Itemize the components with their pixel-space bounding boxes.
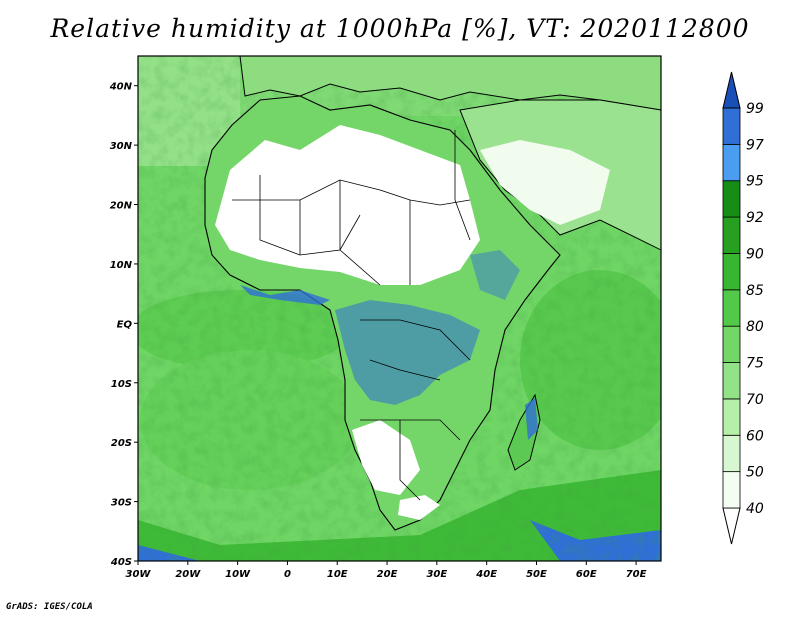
colorbar-label: 80: [746, 319, 764, 335]
colorbar-high-triangle: [722, 71, 741, 109]
colorbar-segment: [722, 471, 741, 509]
colorbar-segment: [722, 107, 741, 145]
colorbar-segment: [722, 434, 741, 473]
map-plot-area: [138, 56, 661, 561]
colorbar-segment: [722, 216, 741, 254]
x-tick-label: 30E: [426, 569, 447, 580]
y-tick-label: 40N: [109, 82, 133, 93]
border-line: [454, 130, 471, 241]
x-tick-label: 40E: [475, 569, 497, 580]
saturated-regions: [240, 250, 538, 440]
credit-label: GrADS: IGES/COLA: [6, 602, 93, 612]
map-frame: [137, 55, 662, 562]
colorbar-label: 40: [746, 501, 764, 517]
y-tick-label: 10S: [111, 379, 132, 390]
x-tick-label: 50E: [526, 569, 547, 580]
colorbar-label: 60: [746, 428, 764, 444]
east-africa-highlands-saturated: [470, 250, 520, 300]
colorbar-label: 95: [746, 174, 764, 190]
colorbar-segment: [722, 362, 741, 400]
x-tick-label: 70E: [626, 569, 647, 580]
colorbar-label: 97: [746, 137, 764, 153]
border-line: [360, 419, 461, 441]
x-tick-label: 60E: [576, 569, 597, 580]
colorbar-segment: [722, 325, 741, 363]
madagascar-saturated: [525, 398, 538, 440]
colorbar-label: 90: [746, 246, 764, 262]
y-tick-label: EQ: [117, 319, 133, 330]
colorbar-segment: [722, 289, 741, 327]
gulf-of-guinea-saturated: [240, 285, 330, 305]
border-line: [399, 420, 421, 501]
axis-ticks: 30W 20W 10W 0 10E 20E 30E 40E 50E 60E 70E 40N 30N 20N…: [109, 82, 647, 580]
border-line: [360, 319, 471, 361]
colorbar: 40 50 60 70 75 80 85 90 92 95 97 99: [722, 71, 764, 545]
colorbar-segment: [722, 143, 741, 182]
kalahari-dry-region: [352, 420, 420, 495]
map-title: Relative humidity at 1000hPa [%], VT: 20…: [50, 14, 750, 43]
colorbar-segment: [722, 253, 741, 291]
y-tick-label: 20N: [110, 201, 133, 212]
border-line: [369, 359, 441, 381]
sahara-dry-region: [215, 125, 480, 285]
country-borders: [232, 130, 471, 501]
colorbar-segment: [722, 180, 741, 218]
colorbar-label: 92: [746, 210, 764, 226]
y-tick-label: 30N: [110, 141, 133, 152]
x-tick-label: 20W: [175, 569, 201, 580]
x-tick-label: 20E: [377, 569, 398, 580]
colorbar-label: 85: [746, 283, 764, 299]
colorbar-label: 70: [746, 392, 764, 408]
y-tick-label: 40S: [110, 557, 132, 568]
congo-basin-saturated: [335, 300, 480, 405]
y-tick-label: 20S: [111, 438, 132, 449]
colorbar-low-triangle: [722, 507, 741, 545]
x-tick-label: 10W: [225, 569, 251, 580]
border-line: [339, 180, 381, 286]
y-tick-label: 30S: [111, 498, 132, 509]
colorbar-label: 99: [746, 101, 764, 117]
dry-regions: [215, 125, 610, 520]
x-tick-label: 10E: [327, 569, 348, 580]
karoo-dry-region: [398, 495, 440, 520]
colorbar-label: 50: [746, 465, 764, 481]
arabia-dry-region: [480, 140, 610, 225]
colorbar-segment: [722, 398, 741, 436]
colorbar-label: 75: [746, 356, 764, 372]
x-tick-label: 0: [284, 569, 291, 580]
x-tick-label: 30W: [126, 569, 152, 580]
y-tick-label: 10N: [110, 260, 133, 271]
